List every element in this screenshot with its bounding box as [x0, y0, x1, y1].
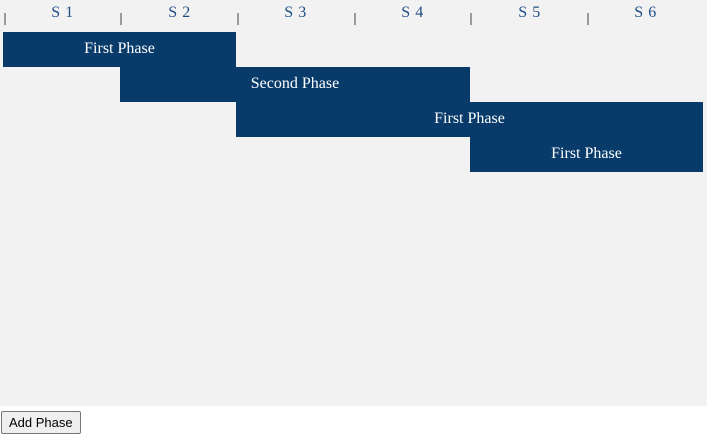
- phase-bar-2[interactable]: Second Phase: [120, 67, 470, 102]
- sprint-tick: [237, 13, 239, 25]
- phase-timeline: S 1 S 2 S 3 S 4 S 5 S 6 First Phase Seco…: [0, 0, 707, 406]
- sprint-header: S 1 S 2 S 3 S 4 S 5 S 6: [4, 0, 704, 28]
- sprint-tick: [587, 13, 589, 25]
- sprint-label-5: S 5: [518, 4, 541, 21]
- phase-bar-4[interactable]: First Phase: [470, 137, 703, 172]
- sprint-tick: [354, 13, 356, 25]
- sprint-tick: [120, 13, 122, 25]
- sprint-label-3: S 3: [284, 4, 307, 21]
- sprint-label-6: S 6: [634, 4, 657, 21]
- sprint-label-1: S 1: [51, 4, 74, 21]
- phase-bar-1[interactable]: First Phase: [3, 32, 236, 67]
- sprint-label-2: S 2: [168, 4, 191, 21]
- sprint-label-4: S 4: [401, 4, 424, 21]
- add-phase-button[interactable]: Add Phase: [1, 411, 81, 434]
- sprint-tick: [470, 13, 472, 25]
- sprint-tick: [4, 13, 6, 25]
- phase-bar-3[interactable]: First Phase: [236, 102, 703, 137]
